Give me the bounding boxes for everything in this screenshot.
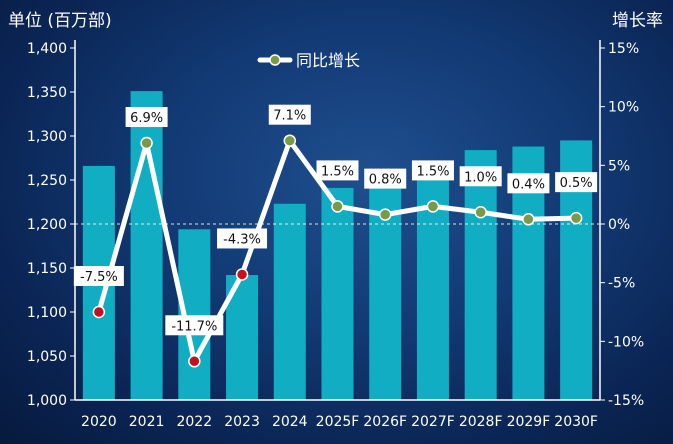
y2-tick-label: 15% [608, 41, 639, 57]
data-label-box [73, 266, 124, 286]
data-label-box [316, 160, 359, 181]
y-tick-label: 1,200 [27, 217, 67, 233]
y-tick-label: 1,100 [27, 305, 67, 321]
x-tick-label: 2030F [554, 414, 598, 430]
y2-tick-label: 0% [608, 217, 630, 233]
y-tick-label: 1,050 [27, 349, 67, 365]
data-label-box [125, 107, 168, 128]
growth-marker-2028F [474, 206, 487, 219]
bar-2024 [273, 203, 306, 400]
bar-2027F [416, 161, 449, 400]
bar-2025F [321, 187, 354, 400]
x-tick-label: 2020 [81, 414, 117, 430]
x-tick-label: 2023 [224, 414, 260, 430]
y2-tick-label: -10% [608, 334, 644, 350]
data-label-box [268, 104, 311, 125]
y2-tick-label: -15% [608, 393, 644, 409]
y-tick-label: 1,350 [27, 85, 67, 101]
y-tick-label: 1,150 [27, 261, 67, 277]
data-label: 0.5% [560, 176, 593, 191]
x-tick-label: 2022 [176, 414, 212, 430]
growth-marker-2030F [569, 211, 583, 225]
y2-tick-label: -5% [608, 276, 635, 292]
data-label-box [165, 315, 224, 336]
data-label: 6.9% [130, 111, 163, 126]
growth-marker-2020 [92, 305, 106, 319]
x-tick-label: 2024 [272, 414, 308, 430]
y2-axis-title: 增长率 [612, 11, 663, 31]
bar-2028F [464, 150, 497, 400]
growth-marker-2023 [235, 268, 249, 281]
x-tick-label: 2029F [507, 414, 551, 430]
data-label-box [555, 172, 598, 193]
data-label: 1.5% [321, 164, 354, 179]
legend-marker-swatch [269, 54, 281, 66]
growth-marker-2022 [188, 355, 201, 368]
y-tick-label: 1,250 [27, 173, 67, 189]
data-label: 7.1% [273, 109, 306, 124]
y-axis-title: 单位 (百万部) [8, 11, 112, 31]
y-tick-label: 1,400 [27, 41, 67, 57]
y-tick-label: 1,300 [27, 129, 67, 145]
growth-marker-2021 [140, 136, 153, 150]
x-tick-label: 2028F [459, 414, 503, 430]
growth-marker-2025F [331, 200, 344, 213]
x-tick-label: 2025F [316, 414, 360, 430]
data-label-box [217, 228, 268, 249]
data-label: -4.3% [223, 232, 261, 247]
data-label: 1.5% [416, 164, 449, 179]
data-label: 1.0% [464, 170, 497, 185]
y-tick-label: 1,000 [27, 393, 67, 409]
data-label: 0.4% [512, 177, 545, 192]
legend-label: 同比增长 [296, 51, 360, 70]
data-label-box [459, 166, 502, 187]
y2-tick-label: 10% [608, 100, 639, 116]
x-tick-label: 2021 [129, 414, 165, 430]
data-label-box [507, 173, 550, 194]
x-tick-label: 2027F [411, 414, 455, 430]
data-label-box [364, 168, 407, 189]
x-tick-label: 2026F [363, 414, 407, 430]
data-label-box [411, 160, 454, 181]
data-label: -7.5% [80, 270, 118, 285]
growth-marker-2029F [522, 213, 535, 226]
growth-marker-2024 [283, 134, 297, 147]
y2-tick-label: 5% [608, 158, 630, 174]
data-label: 0.8% [369, 173, 402, 188]
growth-marker-2027F [426, 200, 440, 213]
growth-marker-2026F [378, 208, 392, 221]
data-label: -11.7% [171, 319, 217, 334]
